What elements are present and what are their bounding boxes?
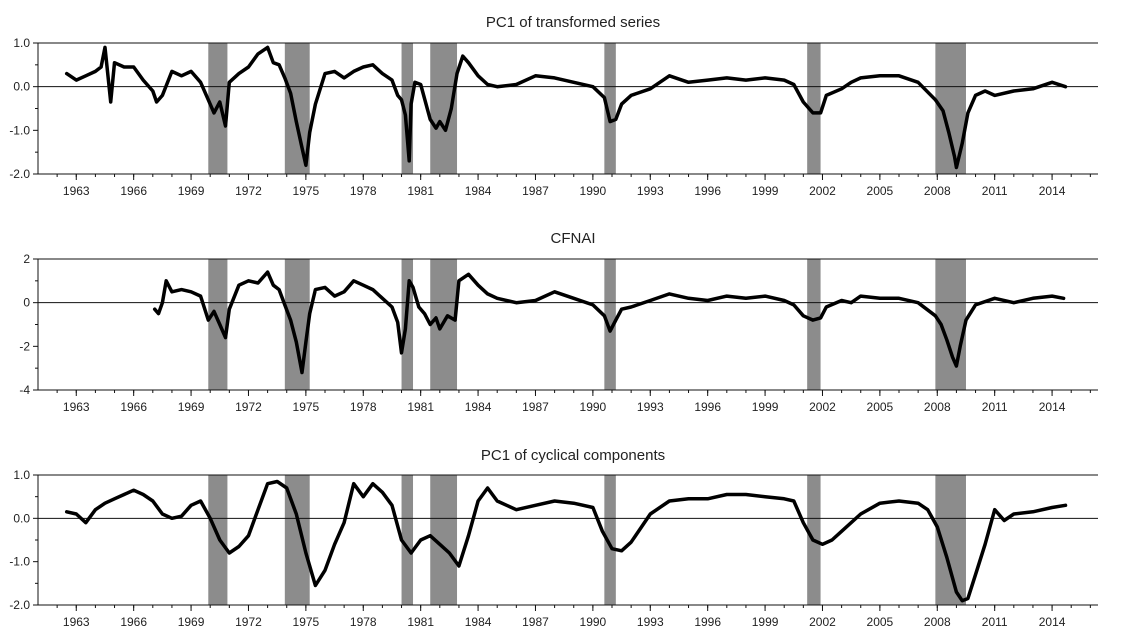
x-tick-label: 1966: [120, 184, 147, 198]
x-tick-label: 2014: [1039, 400, 1066, 414]
recession-band: [604, 475, 616, 605]
x-tick-label: 1996: [694, 615, 721, 629]
recession-band: [807, 259, 821, 390]
x-tick-label: 1975: [293, 184, 320, 198]
x-tick-label: 1999: [752, 615, 779, 629]
x-tick-label: 2005: [867, 184, 894, 198]
x-tick-label: 1963: [63, 184, 90, 198]
chart-title: PC1 of transformed series: [486, 14, 660, 31]
x-tick-label: 1990: [580, 400, 607, 414]
x-tick-label: 2002: [809, 184, 836, 198]
x-tick-label: 1969: [178, 615, 205, 629]
x-tick-label: 1984: [465, 400, 492, 414]
x-tick-label: 2002: [809, 400, 836, 414]
x-tick-label: 1990: [580, 184, 607, 198]
x-tick-label: 1999: [752, 400, 779, 414]
x-tick-label: 1972: [235, 400, 262, 414]
recession-band: [604, 43, 616, 174]
x-tick-label: 2014: [1039, 615, 1066, 629]
x-tick-label: 1972: [235, 615, 262, 629]
x-tick-label: 1987: [522, 400, 549, 414]
x-tick-label: 2008: [924, 184, 951, 198]
x-tick-label: 2011: [982, 184, 1008, 198]
x-tick-label: 2005: [867, 615, 894, 629]
chart-title: CFNAI: [551, 230, 596, 247]
recession-band: [208, 259, 228, 390]
x-tick-label: 1972: [235, 184, 262, 198]
recession-band: [604, 259, 616, 390]
x-tick-label: 1993: [637, 615, 664, 629]
y-tick-label: 2: [23, 252, 30, 266]
x-tick-label: 1987: [522, 184, 549, 198]
y-tick-label: 0: [23, 296, 30, 310]
recession-band: [208, 475, 228, 605]
y-tick-label: 0.0: [13, 80, 30, 94]
x-tick-label: 1978: [350, 615, 377, 629]
x-tick-label: 1963: [63, 400, 90, 414]
y-tick-label: 0.0: [13, 511, 30, 525]
chart-panel-cfnai: 2 0 -2 -4 1963 1966 1969 1972 1975 1978 1981 1984 19…: [19, 230, 1098, 414]
y-tick-label: 1.0: [13, 468, 30, 482]
recession-band: [284, 259, 310, 390]
y-tick-label: -2: [19, 339, 30, 353]
y-tick-label: -1.0: [9, 123, 30, 137]
x-tick-label: 1969: [178, 184, 205, 198]
recession-band: [401, 43, 414, 174]
x-tick-label: 1966: [120, 615, 147, 629]
x-tick-label: 1984: [465, 615, 492, 629]
x-tick-label: 1996: [694, 184, 721, 198]
x-tick-label: 1981: [407, 184, 434, 198]
x-tick-label: 1984: [465, 184, 492, 198]
x-tick-label: 2008: [924, 615, 951, 629]
x-tick-label: 1981: [407, 615, 434, 629]
recession-band: [284, 43, 310, 174]
x-tick-label: 1999: [752, 184, 779, 198]
x-tick-label: 1966: [120, 400, 147, 414]
x-tick-label: 2002: [809, 615, 836, 629]
x-tick-label: 2014: [1039, 184, 1066, 198]
series-line: [152, 270, 1066, 375]
y-tick-label: -4: [19, 383, 30, 397]
x-tick-label: 1993: [637, 184, 664, 198]
x-tick-label: 1975: [293, 400, 320, 414]
x-tick-label: 1975: [293, 615, 320, 629]
recession-band: [807, 43, 821, 174]
y-tick-label: -2.0: [9, 167, 30, 181]
chart-title: PC1 of cyclical components: [481, 447, 665, 464]
x-tick-label: 2011: [982, 400, 1008, 414]
x-tick-label: 2011: [982, 615, 1008, 629]
x-tick-label: 2005: [867, 400, 894, 414]
x-tick-label: 2008: [924, 400, 951, 414]
x-tick-label: 1987: [522, 615, 549, 629]
series-line: [64, 45, 1068, 170]
y-tick-label: -1.0: [9, 555, 30, 569]
chart-panel-pc1-cyclical: 1.0 0.0 -1.0 -2.0 1963 1966 1969 1972 1975 1978 19…: [9, 447, 1098, 629]
x-tick-label: 1996: [694, 400, 721, 414]
chart-panel-pc1-transformed: 1.0 0.0 -1.0 -2.0 1963 1966 1969 1972 1975 1978 19…: [9, 14, 1098, 198]
x-tick-label: 1969: [178, 400, 205, 414]
x-tick-label: 1978: [350, 400, 377, 414]
x-tick-label: 1963: [63, 615, 90, 629]
series-line: [64, 479, 1068, 603]
x-tick-label: 1990: [580, 615, 607, 629]
y-tick-label: -2.0: [9, 598, 30, 612]
y-tick-label: 1.0: [13, 36, 30, 50]
x-tick-label: 1981: [407, 400, 434, 414]
x-tick-label: 1978: [350, 184, 377, 198]
x-tick-label: 1993: [637, 400, 664, 414]
recession-band: [401, 475, 414, 605]
